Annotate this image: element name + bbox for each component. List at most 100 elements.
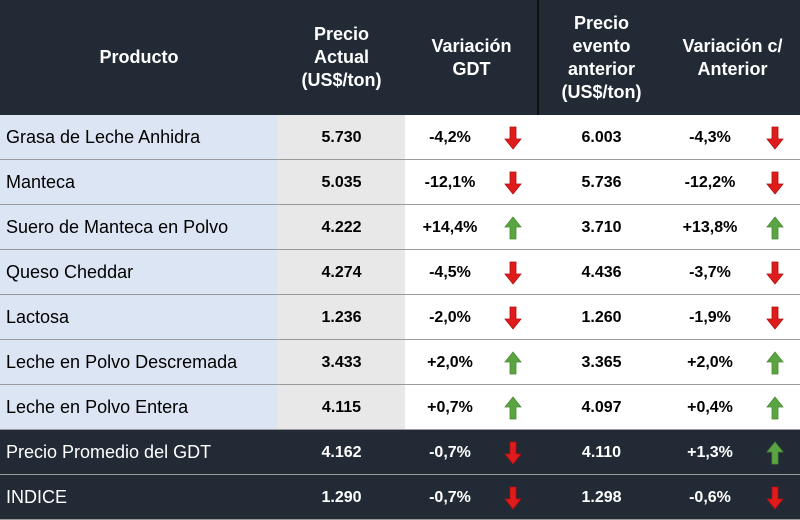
arrow-down [766, 306, 784, 330]
variation-text: +0,7% [427, 398, 473, 416]
row-divider [0, 159, 800, 160]
row-divider [0, 249, 800, 250]
product-name: INDICE [0, 475, 278, 520]
variation-cell: -4,2% [405, 115, 538, 160]
variation-text: +13,8% [682, 218, 738, 236]
variation-cell: -3,7% [665, 250, 800, 295]
variation-cell: -4,5% [405, 250, 538, 295]
price-cell: 1.236 [278, 295, 405, 340]
variation-cell: -12,2% [665, 160, 800, 205]
variation-cell: -0,7% [405, 430, 538, 475]
variation-cell: +0,4% [665, 385, 800, 430]
header-divider [537, 0, 539, 115]
price-cell: 1.260 [538, 295, 665, 340]
arrow-down [504, 126, 522, 150]
header-text: evento [572, 35, 631, 56]
row-divider [0, 474, 800, 475]
price-cell: 4.115 [278, 385, 405, 430]
product-name: Suero de Manteca en Polvo [0, 205, 278, 250]
arrow-down [766, 486, 784, 510]
variation-text: +0,4% [687, 398, 733, 416]
product-name: Leche en Polvo Descremada [0, 340, 278, 385]
variation-text: -0,6% [689, 488, 731, 506]
variation-cell: +2,0% [665, 340, 800, 385]
variation-cell: -12,1% [405, 160, 538, 205]
price-cell: 6.003 [538, 115, 665, 160]
arrow-up [766, 395, 784, 419]
product-name: Grasa de Leche Anhidra [0, 115, 278, 160]
price-cell: 3.433 [278, 340, 405, 385]
variation-cell: -2,0% [405, 295, 538, 340]
header-cell: Variación c/Anterior [665, 0, 800, 115]
header-text: (US$/ton) [301, 70, 382, 90]
header-text: Variación [431, 35, 512, 56]
header-text: (US$/ton) [561, 81, 642, 102]
price-cell: 4.274 [278, 250, 405, 295]
price-cell: 4.436 [538, 250, 665, 295]
row-divider [0, 384, 800, 385]
price-cell: 5.730 [278, 115, 405, 160]
product-name: Queso Cheddar [0, 250, 278, 295]
header-cell: Precio evento anterior (US$/ton) [538, 0, 665, 115]
variation-cell: +13,8% [665, 205, 800, 250]
header-text: Producto [99, 47, 179, 67]
arrow-down [504, 171, 522, 195]
variation-text: -2,0% [429, 308, 471, 326]
header-text: Precio [573, 12, 630, 33]
variation-cell: +14,4% [405, 205, 538, 250]
arrow-up [504, 350, 522, 374]
price-cell: 4.097 [538, 385, 665, 430]
row-divider [0, 204, 800, 205]
header-text: Precio [313, 24, 370, 44]
header-text: Anterior [697, 58, 768, 79]
price-cell: 4.222 [278, 205, 405, 250]
variation-cell: +2,0% [405, 340, 538, 385]
row-divider [0, 429, 800, 430]
variation-text: -0,7% [429, 443, 471, 461]
variation-text: -0,7% [429, 488, 471, 506]
variation-text: -4,3% [689, 128, 731, 146]
arrow-up [504, 215, 522, 239]
price-cell: 3.365 [538, 340, 665, 385]
row-divider [0, 339, 800, 340]
variation-text: +1,3% [687, 443, 733, 461]
arrow-down [766, 171, 784, 195]
header-text: Actual [313, 47, 369, 67]
product-name: Precio Promedio del GDT [0, 430, 278, 475]
arrow-up [504, 395, 522, 419]
variation-text: +2,0% [427, 353, 473, 371]
header-text: GDT [452, 58, 491, 79]
variation-text: -12,2% [684, 173, 736, 191]
price-cell: 1.290 [278, 475, 405, 520]
variation-cell: -1,9% [665, 295, 800, 340]
product-name: Lactosa [0, 295, 278, 340]
arrow-up [766, 350, 784, 374]
price-cell: 1.298 [538, 475, 665, 520]
arrow-down [504, 261, 522, 285]
variation-text: -4,5% [429, 263, 471, 281]
arrow-down [766, 261, 784, 285]
variation-text: -4,2% [429, 128, 471, 146]
price-cell: 5.736 [538, 160, 665, 205]
variation-cell: -0,7% [405, 475, 538, 520]
price-cell: 5.035 [278, 160, 405, 205]
variation-cell: -0,6% [665, 475, 800, 520]
price-cell: 4.110 [538, 430, 665, 475]
header-cell: Producto [0, 0, 278, 115]
row-divider [0, 294, 800, 295]
variation-cell: +0,7% [405, 385, 538, 430]
arrow-down [504, 441, 522, 465]
header-text: anterior [567, 58, 636, 79]
header-text: Variación c/ [682, 35, 783, 56]
variation-text: +14,4% [422, 218, 478, 236]
header-cell: Variación GDT [405, 0, 538, 115]
arrow-down [504, 486, 522, 510]
variation-text: +2,0% [687, 353, 733, 371]
price-cell: 3.710 [538, 205, 665, 250]
variation-cell: +1,3% [665, 430, 800, 475]
variation-text: -1,9% [689, 308, 731, 326]
product-name: Leche en Polvo Entera [0, 385, 278, 430]
arrow-up [766, 215, 784, 239]
variation-cell: -4,3% [665, 115, 800, 160]
price-cell: 4.162 [278, 430, 405, 475]
